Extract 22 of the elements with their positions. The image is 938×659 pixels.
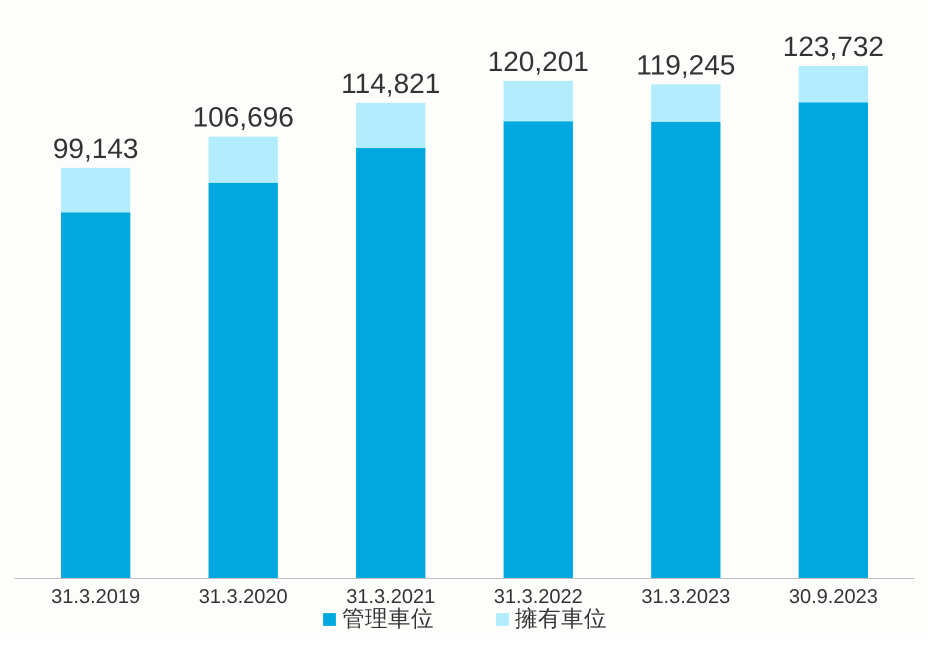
annotation: 119,245 — [636, 49, 736, 80]
bar — [60, 212, 130, 578]
bar — [651, 84, 720, 122]
annotation: 123,732 — [782, 30, 884, 62]
x-tick-label: 30.9.2023 — [788, 586, 878, 608]
bar — [208, 182, 278, 578]
bar — [798, 102, 868, 578]
bar — [356, 102, 426, 148]
x-tick-label: 31.3.2019 — [51, 586, 140, 608]
bar — [208, 136, 278, 183]
bar — [504, 121, 573, 578]
annotation: 114,821 — [341, 68, 440, 99]
bar — [651, 122, 720, 578]
bar — [356, 148, 426, 578]
bar — [504, 80, 573, 122]
annotation: 120,201 — [488, 46, 589, 77]
bar — [60, 168, 130, 212]
x-tick-label: 31.3.2023 — [641, 586, 730, 608]
annotation: 99,143 — [52, 132, 138, 164]
x-tick-label: 31.3.2020 — [198, 586, 288, 608]
annotation: 106,696 — [192, 102, 294, 133]
bar — [798, 66, 868, 102]
